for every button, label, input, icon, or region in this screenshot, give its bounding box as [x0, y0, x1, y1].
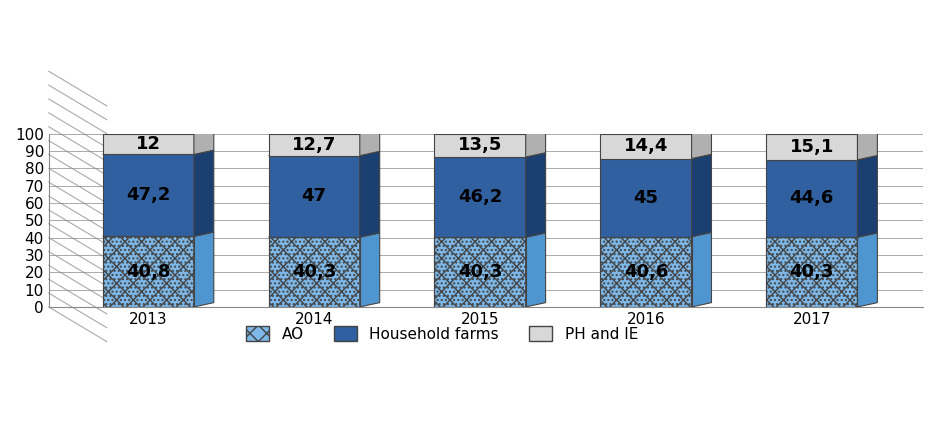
Text: 44,6: 44,6 — [790, 190, 834, 208]
Bar — [268, 156, 360, 237]
Bar — [766, 160, 857, 237]
Polygon shape — [360, 129, 380, 156]
Bar — [102, 134, 194, 155]
Polygon shape — [600, 129, 712, 134]
Text: 40,3: 40,3 — [790, 263, 834, 281]
Polygon shape — [525, 153, 546, 237]
Text: 40,3: 40,3 — [292, 263, 337, 281]
Polygon shape — [525, 129, 546, 157]
Polygon shape — [360, 233, 380, 307]
Text: 12: 12 — [136, 135, 160, 153]
Polygon shape — [857, 155, 877, 237]
Polygon shape — [194, 232, 214, 307]
Bar — [766, 134, 857, 160]
Bar — [268, 237, 360, 307]
Bar — [600, 134, 691, 159]
Text: 45: 45 — [633, 189, 658, 207]
Text: 14,4: 14,4 — [624, 137, 668, 155]
Bar — [766, 237, 857, 307]
Polygon shape — [600, 154, 712, 159]
Polygon shape — [600, 232, 712, 237]
Text: 13,5: 13,5 — [458, 137, 502, 155]
Polygon shape — [434, 233, 546, 237]
Text: 40,3: 40,3 — [458, 263, 502, 281]
Bar — [434, 237, 525, 307]
Polygon shape — [194, 129, 214, 155]
Polygon shape — [857, 129, 877, 160]
Bar — [766, 237, 857, 307]
Polygon shape — [525, 233, 546, 307]
Bar — [434, 134, 525, 157]
Polygon shape — [102, 129, 214, 134]
Polygon shape — [268, 129, 380, 134]
Polygon shape — [102, 232, 214, 236]
Bar — [102, 236, 194, 307]
Polygon shape — [691, 232, 712, 307]
Bar — [268, 237, 360, 307]
Text: 12,7: 12,7 — [292, 136, 337, 154]
Polygon shape — [691, 154, 712, 237]
Bar — [268, 134, 360, 156]
Polygon shape — [857, 233, 877, 307]
Legend: AO, Household farms, PH and IE: AO, Household farms, PH and IE — [240, 320, 644, 348]
Polygon shape — [766, 233, 877, 237]
Polygon shape — [102, 150, 214, 155]
Polygon shape — [268, 152, 380, 156]
Text: 47: 47 — [302, 187, 326, 205]
Polygon shape — [766, 155, 877, 160]
Bar — [102, 236, 194, 307]
Bar — [102, 155, 194, 236]
Polygon shape — [691, 129, 712, 159]
Bar — [434, 237, 525, 307]
Polygon shape — [268, 233, 380, 237]
Text: 15,1: 15,1 — [790, 138, 834, 156]
Bar — [600, 237, 691, 307]
Polygon shape — [434, 153, 546, 157]
Text: 40,6: 40,6 — [624, 263, 668, 281]
Bar — [600, 237, 691, 307]
Polygon shape — [194, 150, 214, 236]
Text: 47,2: 47,2 — [126, 186, 171, 204]
Bar — [434, 157, 525, 237]
Polygon shape — [434, 129, 546, 134]
Polygon shape — [360, 152, 380, 237]
Text: 40,8: 40,8 — [126, 263, 171, 281]
Polygon shape — [766, 129, 877, 134]
Bar — [600, 159, 691, 237]
Text: 46,2: 46,2 — [458, 188, 502, 206]
